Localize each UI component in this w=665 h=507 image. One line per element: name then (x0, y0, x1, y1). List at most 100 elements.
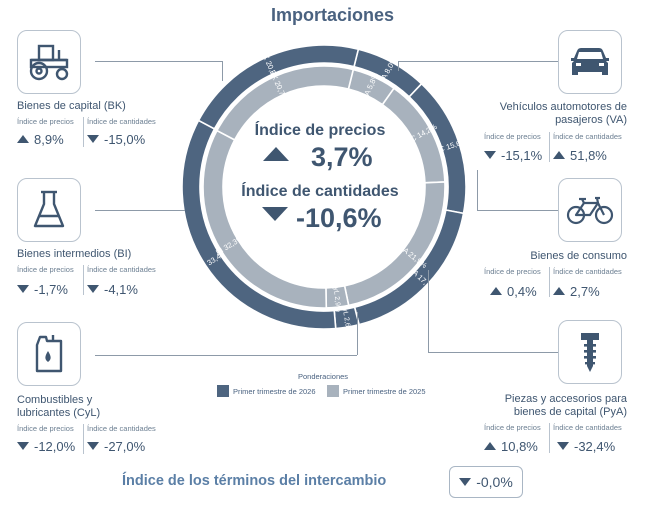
bc-price-head: Índice de precios (484, 267, 541, 276)
center-price-label: Índice de precios (254, 122, 386, 139)
bc-sep (549, 267, 550, 297)
connector-pya-v (428, 270, 429, 352)
bc-qty-head: Índice de cantidades (553, 267, 622, 276)
connector-bk-v (222, 61, 223, 81)
pya-icon-box (558, 320, 622, 384)
legend-title: Ponderaciones (298, 372, 349, 381)
bi-icon-box (17, 178, 81, 242)
center-price-number: 3,7% (311, 142, 373, 172)
pya-price-head: Índice de precios (484, 423, 541, 432)
bc-qty-value: 2,7% (570, 284, 600, 299)
cyl-qty-head: Índice de cantidades (87, 424, 156, 433)
pya-price-value: 10,8% (501, 439, 538, 454)
slice-label-current-cyl: CyL 2,6% (340, 303, 352, 334)
va-sep (549, 132, 550, 162)
va-price-head: Índice de precios (484, 132, 541, 141)
va-qty: 51,8% (553, 148, 607, 163)
cyl-icon-box (17, 322, 81, 386)
bc-icon-box (558, 178, 622, 242)
bk-name: Bienes de capital (BK) (17, 100, 126, 112)
va-name-2: pasajeros (VA) (555, 114, 627, 126)
price-up-icon (263, 147, 289, 161)
pya-qty: -32,4% (557, 439, 615, 454)
va-price: -15,1% (484, 148, 542, 163)
bk-qty: -15,0% (87, 132, 145, 147)
bk-price: 8,9% (17, 132, 64, 147)
connector-bc (477, 210, 559, 211)
fuel-can-icon (35, 335, 63, 373)
bi-qty: -4,1% (87, 282, 138, 297)
car-icon (571, 48, 609, 75)
slice-current-bk (197, 44, 360, 130)
cyl-price: -12,0% (17, 439, 75, 454)
bk-qty-head: Índice de cantidades (87, 117, 156, 126)
bk-icon-box (17, 30, 81, 94)
va-price-value: -15,1% (501, 148, 543, 163)
bk-price-head: Índice de precios (17, 117, 74, 126)
bi-sep (83, 265, 84, 295)
bi-name: Bienes intermedios (BI) (17, 248, 132, 260)
connector-bi (95, 210, 185, 211)
cyl-price-head: Índice de precios (17, 424, 74, 433)
bi-price: -1,7% (17, 282, 68, 297)
va-qty-value: 51,8% (570, 148, 607, 163)
pya-qty-value: -32,4% (574, 439, 616, 454)
connector-bc-v (477, 170, 478, 210)
cyl-sep (83, 424, 84, 454)
down-icon (17, 442, 29, 450)
bk-sep (83, 117, 84, 147)
down-icon (557, 442, 569, 450)
bicycle-icon (566, 196, 614, 225)
va-qty-head: Índice de cantidades (553, 132, 622, 141)
bc-price-value: 0,4% (507, 284, 537, 299)
va-icon-box (558, 30, 622, 94)
va-name-1: Vehículos automotores de (499, 101, 627, 113)
pya-sep (549, 423, 550, 453)
screw-icon (581, 333, 599, 372)
cyl-qty: -27,0% (87, 439, 145, 454)
up-icon (490, 287, 502, 295)
center-price-value: 3,7% (263, 142, 373, 173)
bc-price: 0,4% (490, 284, 537, 299)
center-qty-label: Índice de cantidades (241, 183, 399, 200)
bi-qty-head: Índice de cantidades (87, 265, 156, 274)
connector-cyl (95, 355, 357, 356)
up-icon (484, 442, 496, 450)
connector-pya (428, 352, 558, 353)
down-icon (87, 135, 99, 143)
slice-previous-bk (215, 65, 355, 141)
up-icon (553, 287, 565, 295)
connector-va (398, 61, 558, 62)
terms-value: -0,0% (476, 474, 513, 490)
legend-swatch-previous (327, 385, 339, 397)
tractor-icon (29, 44, 69, 81)
legend-label-current: Primer trimestre de 2026 (233, 387, 316, 396)
down-icon (87, 285, 99, 293)
page-title: Importaciones (270, 5, 395, 25)
bk-price-value: 8,9% (34, 132, 64, 147)
bi-qty-value: -4,1% (104, 282, 138, 297)
center-qty-number: -10,6% (296, 203, 382, 233)
terms-label: Índice de los términos del intercambio (122, 473, 387, 489)
pya-name-2: bienes de capital (PyA) (513, 406, 627, 418)
connector-cyl-v (357, 312, 358, 355)
pya-price: 10,8% (484, 439, 538, 454)
bc-qty: 2,7% (553, 284, 600, 299)
connector-va-v (398, 61, 399, 71)
down-icon (17, 285, 29, 293)
legend-swatch-current (217, 385, 229, 397)
qty-down-icon (262, 207, 288, 221)
pya-name-1: Piezas y accesorios para (504, 393, 627, 405)
legend-label-previous: Primer trimestre de 2025 (343, 387, 426, 396)
down-icon (484, 151, 496, 159)
cyl-name-2: lubricantes (CyL) (17, 407, 101, 419)
down-icon (87, 442, 99, 450)
connector-bk (95, 61, 223, 62)
pya-qty-head: Índice de cantidades (553, 423, 622, 432)
cyl-price-value: -12,0% (34, 439, 76, 454)
cyl-qty-value: -27,0% (104, 439, 146, 454)
bc-name: Bienes de consumo (530, 250, 627, 262)
bk-qty-value: -15,0% (104, 132, 146, 147)
bi-price-value: -1,7% (34, 282, 68, 297)
